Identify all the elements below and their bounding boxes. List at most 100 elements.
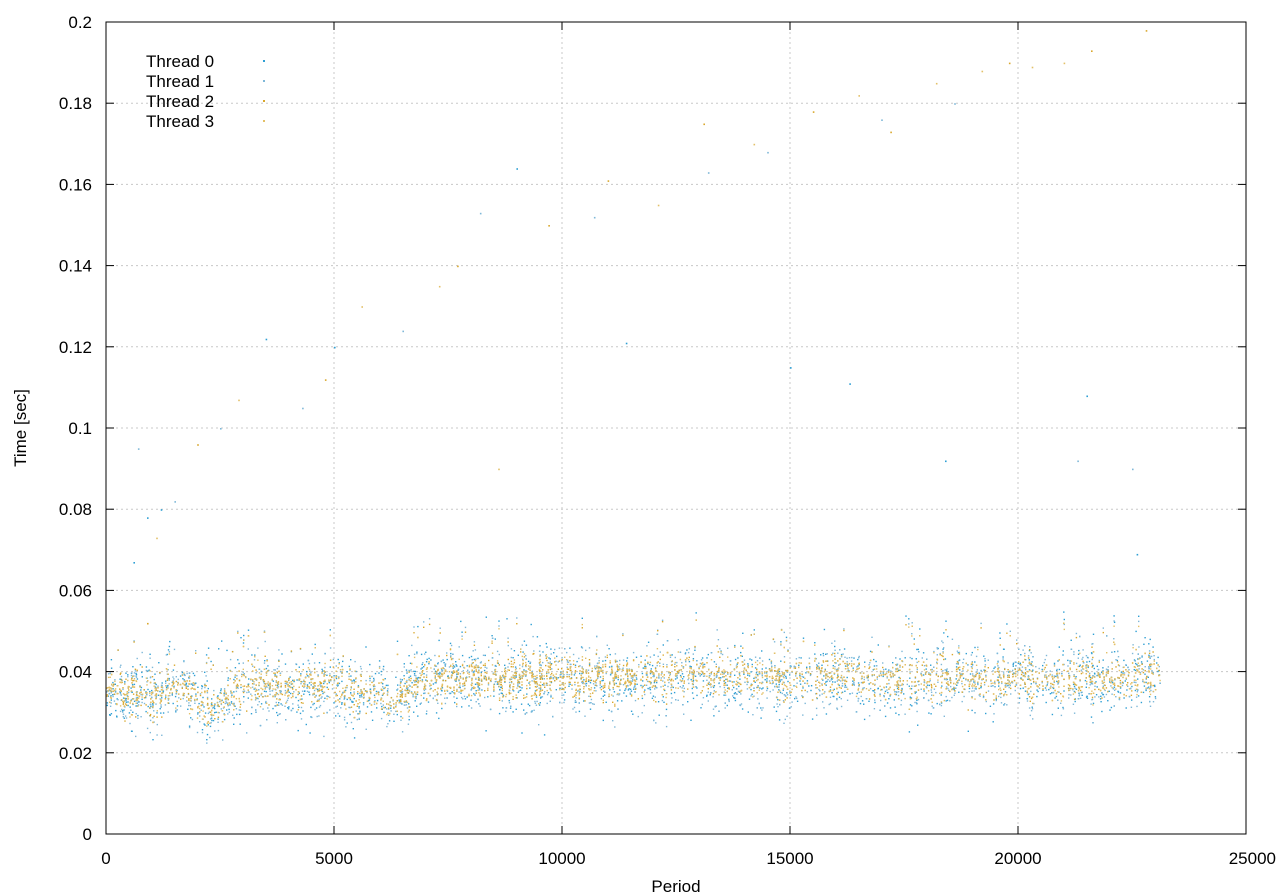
data-point: [507, 666, 509, 668]
data-point: [575, 701, 577, 703]
data-point: [1053, 675, 1055, 677]
data-point: [510, 666, 512, 668]
data-point: [522, 651, 524, 653]
data-point: [112, 694, 114, 696]
data-point: [508, 691, 510, 694]
data-point: [473, 658, 475, 661]
data-point: [369, 697, 371, 700]
data-point: [771, 679, 774, 682]
data-point: [217, 718, 219, 720]
data-point: [1032, 656, 1034, 658]
data-point: [710, 673, 712, 675]
data-point: [584, 715, 586, 717]
data-point: [941, 640, 943, 642]
data-point: [930, 689, 932, 691]
data-point: [567, 661, 570, 663]
data-point: [761, 688, 763, 690]
data-point: [729, 660, 732, 662]
data-point: [337, 658, 339, 661]
data-point: [415, 695, 417, 698]
data-point: [644, 689, 646, 691]
data-point: [960, 673, 962, 675]
data-point: [1133, 669, 1135, 671]
data-point: [395, 704, 397, 706]
data-point: [950, 685, 952, 688]
data-point: [753, 677, 755, 680]
data-point: [962, 658, 965, 660]
data-point: [617, 678, 619, 681]
data-point: [1020, 654, 1022, 656]
data-point: [380, 674, 383, 676]
data-point: [1122, 672, 1124, 674]
data-point: [428, 663, 430, 665]
data-point: [136, 669, 138, 671]
data-point: [682, 704, 684, 706]
data-point: [746, 688, 749, 690]
data-point: [578, 697, 581, 699]
data-point: [1091, 652, 1093, 655]
data-point: [343, 716, 346, 719]
data-point: [350, 693, 352, 695]
data-point: [634, 683, 636, 685]
data-point: [519, 686, 521, 688]
data-point: [832, 652, 834, 654]
data-point: [1089, 676, 1092, 679]
data-point: [200, 709, 202, 711]
data-point: [146, 681, 148, 683]
data-point: [894, 691, 896, 693]
data-point: [1153, 658, 1155, 661]
data-point: [355, 678, 357, 680]
data-point: [1151, 672, 1153, 674]
data-point: [580, 646, 583, 648]
data-point: [1022, 687, 1024, 689]
data-point: [555, 689, 557, 691]
data-point: [821, 683, 823, 685]
data-point: [759, 687, 761, 689]
data-point: [1057, 660, 1059, 662]
data-point: [724, 702, 726, 704]
data-point: [541, 684, 544, 686]
data-point: [1092, 675, 1094, 677]
data-point: [658, 675, 660, 677]
data-point: [124, 682, 126, 684]
data-point: [616, 700, 619, 702]
data-point: [184, 684, 187, 686]
data-point: [1105, 673, 1108, 676]
data-point: [516, 697, 518, 699]
data-point: [285, 682, 288, 685]
data-point: [602, 701, 604, 704]
data-point: [149, 657, 151, 659]
data-point: [324, 652, 326, 655]
data-point: [832, 665, 834, 667]
data-point: [940, 694, 942, 696]
data-point: [942, 648, 944, 650]
data-point: [575, 711, 577, 713]
data-point: [708, 681, 710, 683]
data-point: [235, 686, 238, 688]
data-point: [850, 665, 853, 667]
data-point: [940, 702, 943, 704]
data-point: [461, 654, 464, 657]
data-point: [473, 693, 475, 695]
data-point: [380, 689, 383, 691]
data-point: [604, 656, 607, 658]
data-point: [760, 717, 762, 719]
data-point: [897, 686, 900, 688]
data-point: [510, 648, 513, 650]
data-point: [608, 666, 611, 668]
data-point: [318, 662, 321, 664]
data-point: [493, 686, 495, 688]
data-point: [786, 692, 788, 694]
data-point: [895, 693, 897, 696]
data-point: [717, 639, 720, 641]
data-point: [404, 682, 406, 685]
data-point: [420, 702, 422, 704]
data-point: [500, 679, 502, 681]
data-point: [735, 688, 738, 690]
data-point: [292, 703, 294, 705]
data-point: [819, 673, 822, 675]
data-point: [120, 672, 122, 674]
data-point: [259, 724, 262, 727]
data-point: [336, 705, 338, 707]
data-point: [468, 666, 471, 668]
